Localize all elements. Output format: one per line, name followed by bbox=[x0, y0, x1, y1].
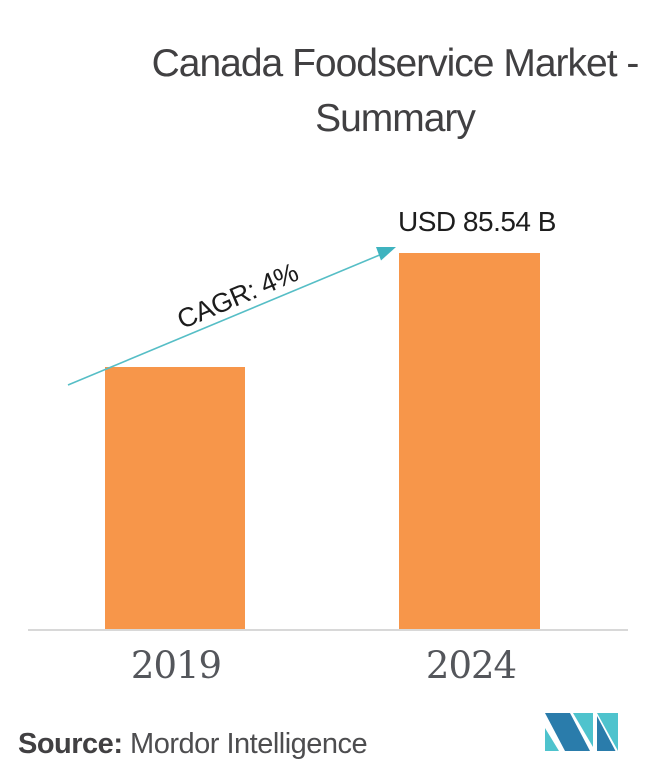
x-axis-line bbox=[28, 629, 628, 631]
source-label: Source: bbox=[18, 728, 123, 760]
x-label-2024: 2024 bbox=[425, 644, 517, 687]
source-value: Mordor Intelligence bbox=[122, 728, 368, 760]
growth-arrow-icon bbox=[67, 247, 396, 386]
bar-2024 bbox=[399, 253, 540, 629]
chart-title: Canada Foodservice Market - Summary bbox=[115, 36, 658, 147]
chart-title-line1: Canada Foodservice Market - bbox=[151, 42, 640, 85]
chart-title-line2: Summary bbox=[315, 97, 476, 141]
bar-2019 bbox=[105, 367, 245, 629]
source-text: Source: Mordor Intelligence bbox=[18, 728, 368, 761]
x-label-2019: 2019 bbox=[130, 644, 222, 687]
mordor-intelligence-logo bbox=[545, 713, 618, 751]
value-label-2024: USD 85.54 B bbox=[398, 206, 556, 237]
